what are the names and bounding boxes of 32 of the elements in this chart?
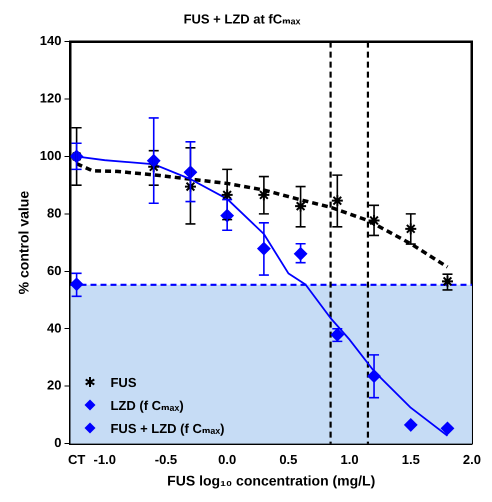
legend-label: FUS + LZD (f Cₘₐₓ): [110, 420, 224, 438]
x-tick-label: -0.5: [154, 452, 178, 467]
x-tick-label: CT: [68, 452, 86, 467]
point: [294, 200, 308, 213]
x-tick-label: 0.0: [218, 452, 236, 467]
x-axis-title: FUS log₁₀ concentration (mg/L): [167, 472, 376, 488]
point: [184, 180, 197, 194]
y-tick-label: 40: [47, 320, 62, 336]
legend-label: LZD (f Cₘₐₓ): [110, 396, 184, 415]
y-tick-label: 80: [47, 205, 62, 220]
point: [330, 194, 344, 208]
y-tick-label: 0: [54, 435, 62, 450]
y-tick-label: 20: [47, 378, 62, 393]
point: [404, 222, 418, 236]
y-tick-label: 120: [40, 90, 62, 106]
legend-label: FUS: [110, 374, 136, 392]
y-tick-label: 100: [40, 148, 62, 164]
y-tick-label: 140: [40, 33, 62, 48]
point: [220, 188, 234, 202]
x-tick-label: 1.0: [340, 452, 359, 467]
point: [404, 418, 418, 432]
x-tick-label: 2.0: [462, 452, 482, 467]
y-axis-title: % control value: [15, 190, 32, 294]
chart-title: FUS + LZD at fCₘₐₓ: [184, 11, 301, 26]
point: [440, 422, 454, 435]
y-tick-label: 60: [47, 262, 62, 278]
x-tick-label: -1.0: [94, 452, 116, 467]
point: [257, 188, 270, 202]
x-tick-label: 1.5: [402, 452, 420, 467]
x-tick-label: 0.5: [279, 452, 298, 467]
point: [368, 214, 381, 227]
point: [440, 274, 454, 288]
